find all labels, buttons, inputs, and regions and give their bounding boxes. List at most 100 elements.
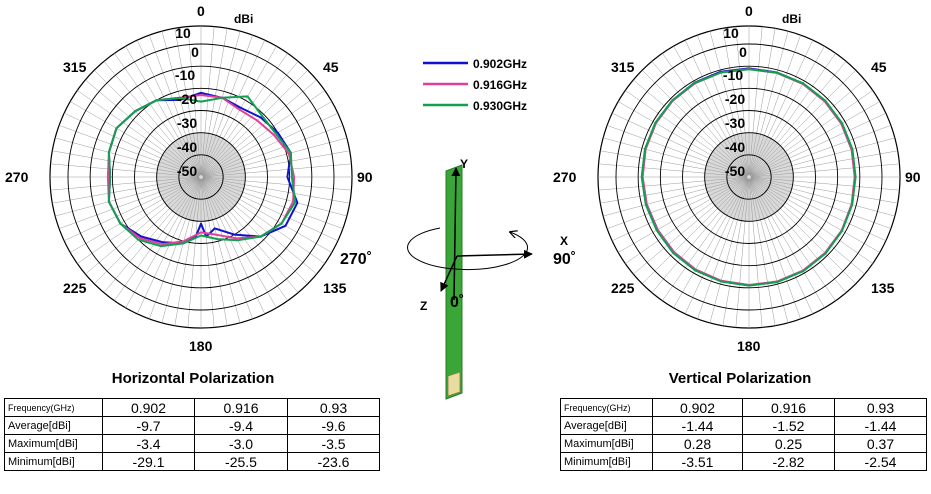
x-axis-arrow — [456, 249, 533, 259]
polar-ring — [134, 110, 268, 244]
polar-spoke — [202, 177, 332, 253]
polar-spoke — [52, 150, 200, 177]
angle-label-135: 135 — [871, 280, 895, 296]
polar-ring — [111, 87, 291, 267]
polar-spoke — [136, 178, 201, 314]
polar-ring — [704, 132, 794, 222]
polar-spoke — [750, 177, 873, 264]
polar-spoke — [697, 178, 749, 319]
horizontal-results-table: Frequency(GHz) 0.902 0.916 0.93 Average[… — [4, 398, 380, 471]
polar-spoke — [70, 177, 200, 253]
polar-spoke — [750, 112, 886, 177]
polar-spoke — [202, 178, 308, 284]
polar-spoke — [202, 163, 352, 178]
table-cell: -1.44 — [652, 416, 743, 435]
polar-spoke — [748, 178, 763, 328]
radial-tick-label: -10 — [723, 67, 743, 83]
table-cell: 0.93 — [834, 398, 927, 417]
table-cell: Maximum[dBi] — [560, 434, 653, 453]
antenna-orientation-diagram: Y X Z 270˚ 90˚ 0˚ — [340, 157, 576, 400]
polar-spoke — [598, 163, 748, 178]
table-cell: -3.5 — [287, 434, 380, 453]
table-cell: -3.0 — [194, 434, 288, 453]
polar-spoke — [607, 177, 748, 229]
polar-spoke — [174, 178, 201, 326]
angle-label-315: 315 — [63, 59, 87, 75]
polar-spoke — [201, 178, 253, 319]
polar-spoke — [749, 178, 825, 308]
table-cell: Frequency(GHz) — [560, 398, 653, 417]
table-cell: 0.902 — [652, 398, 743, 417]
angle-label-270: 270 — [5, 169, 29, 185]
polar-spoke — [149, 178, 201, 319]
polar-spoke — [202, 137, 347, 177]
table-cell: -1.52 — [742, 416, 835, 435]
polar-ring — [67, 43, 335, 311]
table-cell: 0.916 — [194, 398, 288, 417]
polar-spoke — [633, 178, 748, 275]
table-row: Maximum[dBi] 0.28 0.25 0.37 — [560, 434, 927, 453]
polar-spoke — [202, 90, 325, 177]
polar-spoke — [749, 40, 814, 176]
polar-spoke — [612, 177, 748, 242]
polar-spoke — [722, 28, 749, 176]
table-cell: -9.4 — [194, 416, 288, 435]
polar-spoke — [52, 177, 200, 204]
table-cell: -2.54 — [834, 452, 927, 471]
polar-spoke — [735, 26, 750, 176]
polar-spoke — [750, 163, 900, 178]
polar-spoke — [125, 46, 201, 176]
horizontal-polarization-title: Horizontal Polarization — [111, 370, 275, 387]
vertical-polar-chart: 100-10-20-30-40-50dBi0459013518022527031… — [553, 3, 921, 354]
polar-spoke — [202, 61, 299, 176]
polar-spoke — [642, 70, 748, 176]
radial-tick-label: -40 — [177, 139, 197, 155]
polar-spoke — [55, 177, 200, 217]
table-cell: Maximum[dBi] — [4, 434, 103, 453]
polar-ring — [156, 132, 246, 222]
polar-spoke — [750, 150, 898, 177]
polar-spoke — [722, 178, 749, 326]
polar-spoke — [750, 90, 873, 177]
table-cell: -9.7 — [102, 416, 195, 435]
polar-spoke — [750, 177, 898, 204]
legend: 0.902GHz 0.916GHz 0.930GHz — [423, 57, 527, 113]
x-axis-label: X — [560, 234, 568, 248]
polar-spoke — [750, 70, 856, 176]
y-axis-label: Y — [460, 157, 468, 171]
table-cell: -25.5 — [194, 452, 288, 471]
polar-spoke — [750, 125, 891, 177]
table-cell: Average[dBi] — [4, 416, 103, 435]
polar-spoke — [136, 40, 201, 176]
polar-spoke — [618, 101, 748, 177]
table-cell: -1.44 — [834, 416, 927, 435]
polar-spoke — [202, 70, 308, 176]
polar-spoke — [149, 35, 201, 176]
polar-spoke — [161, 178, 201, 323]
antenna-feed-pad — [447, 371, 461, 397]
radial-tick-label: -50 — [177, 163, 197, 179]
series-0930ghz — [107, 95, 297, 248]
polar-spoke — [603, 137, 748, 177]
polar-spoke — [749, 31, 789, 176]
polar-spoke — [50, 163, 200, 178]
polar-spoke — [85, 79, 200, 176]
polar-spoke — [202, 101, 332, 177]
polar-spoke — [651, 61, 748, 176]
table-cell: Minimum[dBi] — [560, 452, 653, 471]
polar-spoke — [662, 53, 749, 176]
polar-spoke — [600, 150, 748, 177]
polar-spoke — [603, 177, 748, 217]
polar-spoke — [750, 177, 895, 217]
angle-label-0: 0 — [745, 3, 753, 19]
angle-label-90: 90 — [905, 169, 921, 185]
polar-spoke — [662, 178, 749, 301]
polar-ring — [726, 154, 772, 200]
vertical-polarization-title: Vertical Polarization — [668, 370, 812, 387]
polar-spoke — [201, 35, 253, 176]
polar-spoke — [202, 150, 350, 177]
table-row: Maximum[dBi] -3.4 -3.0 -3.5 — [4, 434, 380, 453]
table-header-row: Frequency(GHz) 0.902 0.916 0.93 — [560, 398, 927, 417]
polar-spoke — [202, 177, 350, 204]
